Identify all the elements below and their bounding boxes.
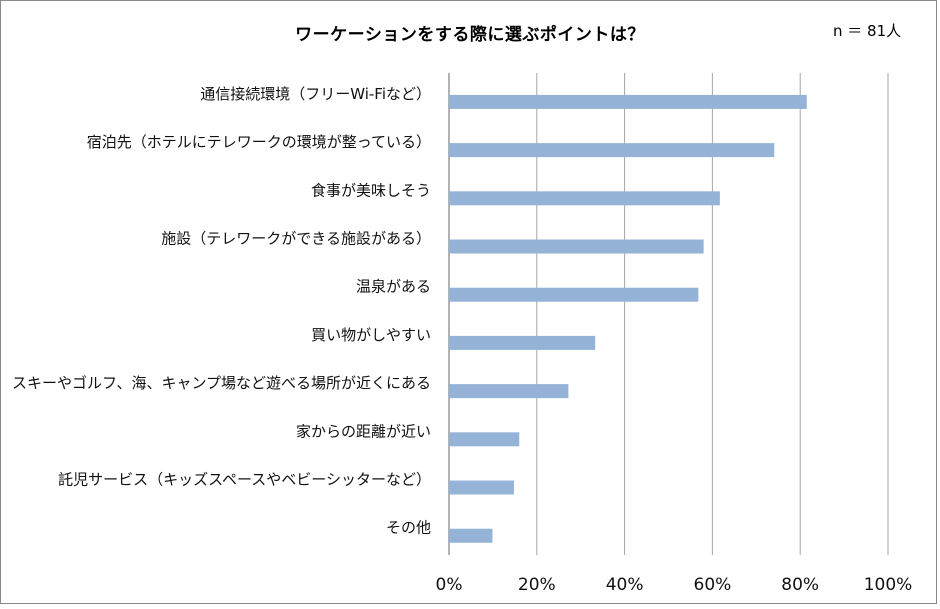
category-label: 買い物がしやすい: [311, 326, 431, 344]
bar: [449, 335, 596, 350]
category-label: 家からの距離が近い: [296, 422, 431, 440]
category-label: スキーやゴルフ、海、キャンプ場など遊べる場所が近くにある: [12, 374, 431, 392]
category-label: 温泉がある: [356, 278, 431, 296]
x-tick-label: 80%: [781, 575, 819, 595]
bar: [449, 287, 699, 302]
bar: [449, 191, 720, 206]
sample-size-note: n ＝ 81人: [833, 22, 902, 40]
category-label: 託児サービス（キッズスペースやベビーシッターなど）: [58, 471, 431, 489]
category-label: 食事が美味しそう: [311, 181, 431, 199]
category-label: 施設（テレワークができる施設がある）: [161, 230, 431, 248]
bar: [449, 480, 514, 495]
x-tick-label: 100%: [864, 575, 913, 595]
bar: [449, 239, 704, 254]
category-label: その他: [386, 519, 431, 537]
bar: [449, 143, 775, 158]
bar: [449, 94, 807, 109]
x-tick-label: 60%: [694, 575, 732, 595]
x-tick-label: 0%: [436, 575, 463, 595]
x-tick-label: 40%: [606, 575, 644, 595]
bar: [449, 528, 493, 543]
category-label: 宿泊先（ホテルにテレワークの環境が整っている）: [87, 133, 431, 151]
bar: [449, 384, 569, 399]
chart-title: ワーケーションをする際に選ぶポイントは？: [295, 25, 645, 45]
bar: [449, 432, 520, 447]
category-label: 通信接続環境（フリーWi-Fiなど）: [200, 85, 431, 103]
x-tick-label: 20%: [518, 575, 556, 595]
